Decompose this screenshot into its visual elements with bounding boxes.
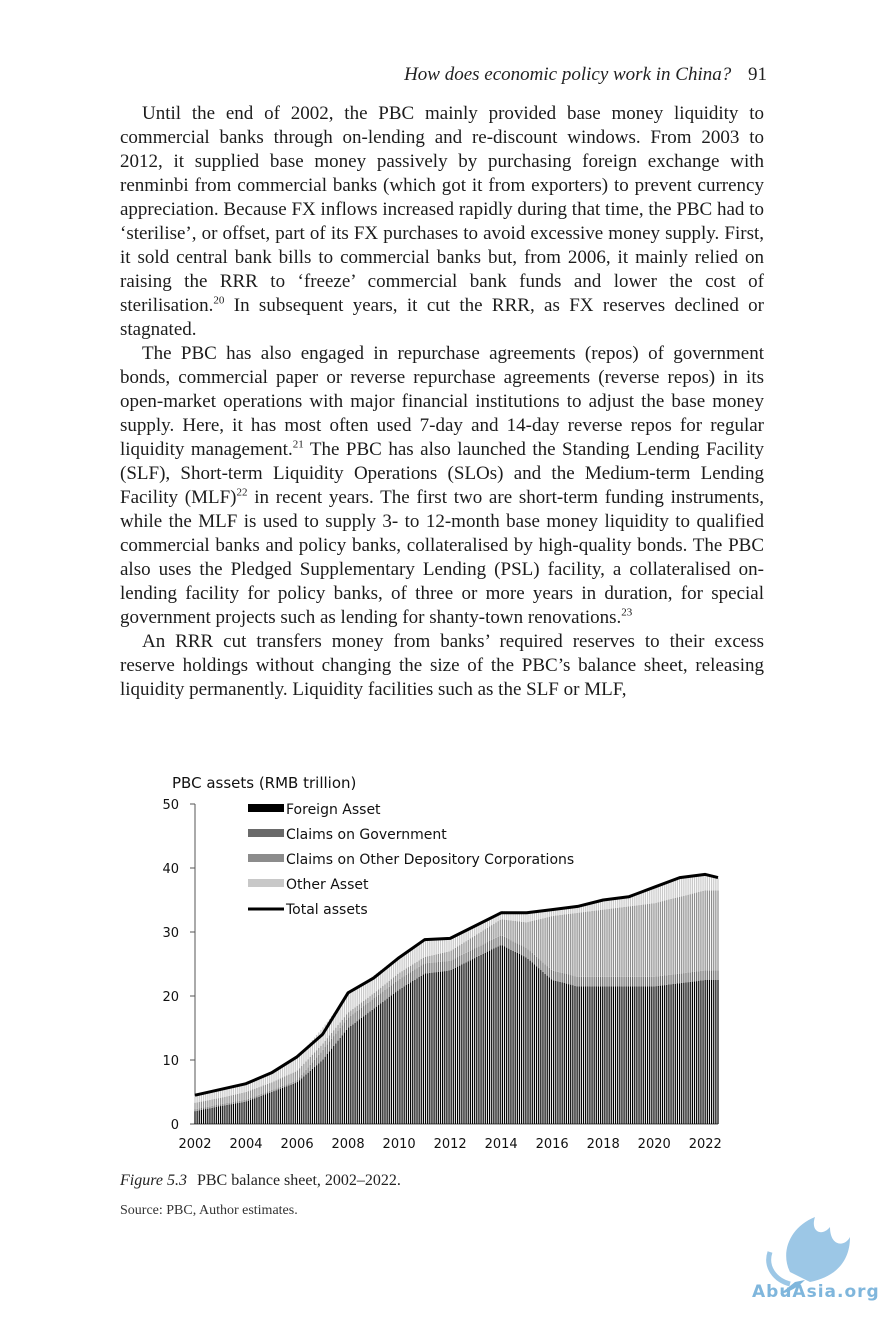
paragraph-1: Until the end of 2002, the PBC mainly pr… xyxy=(120,102,764,342)
legend-label: Total assets xyxy=(285,902,368,918)
paragraph-text: An RRR cut transfers money from banks’ r… xyxy=(120,631,764,700)
y-tick-label: 10 xyxy=(162,1054,179,1069)
body-text: Until the end of 2002, the PBC mainly pr… xyxy=(120,102,764,702)
paragraph-text: The PBC has also engaged in repurchase a… xyxy=(120,343,764,460)
chart-plot-area: 0 10 20 30 40 50 2002 2004 2006 2008 2010 2012 2014 2… xyxy=(162,798,721,1152)
x-tick-label: 2018 xyxy=(587,1137,620,1152)
x-tick-label: 2020 xyxy=(638,1137,671,1152)
paragraph-text: In subsequent years, it cut the RRR, as … xyxy=(120,295,764,340)
paragraph-text: The PBC has also launched the Standing L… xyxy=(120,439,764,508)
y-tick-label: 20 xyxy=(162,990,179,1005)
x-tick-label: 2012 xyxy=(434,1137,467,1152)
x-tick-label: 2014 xyxy=(485,1137,518,1152)
x-tick-label: 2004 xyxy=(229,1137,262,1152)
figure-caption: Figure 5.3 PBC balance sheet, 2002–2022. xyxy=(120,1172,401,1190)
footnote-ref[interactable]: 20 xyxy=(213,294,225,307)
paragraph-3: An RRR cut transfers money from banks’ r… xyxy=(120,630,764,702)
bird-logo-icon xyxy=(766,1217,850,1294)
footnote-ref[interactable]: 22 xyxy=(236,486,248,499)
y-tick-label: 30 xyxy=(162,926,179,941)
total-assets-line xyxy=(194,872,719,1097)
y-tick-label: 40 xyxy=(162,862,179,877)
legend-label: Claims on Other Depository Corporations xyxy=(286,852,574,868)
footnote-ref[interactable]: 23 xyxy=(621,606,633,619)
x-tick-label: 2008 xyxy=(332,1137,365,1152)
page-number: 91 xyxy=(748,64,767,85)
footnote-ref[interactable]: 21 xyxy=(292,438,304,451)
legend-swatch xyxy=(248,854,284,862)
running-head-title: How does economic policy work in China? xyxy=(404,64,732,85)
chart-legend: Foreign Asset Claims on Government Claims … xyxy=(248,802,574,918)
balance-sheet-chart: PBC assets (RMB trillion) 0 10 20 30 40 50 200… xyxy=(162,774,721,1152)
figure-caption-text: PBC balance sheet, 2002–2022. xyxy=(196,1172,401,1189)
legend-label: Foreign Asset xyxy=(286,802,381,818)
legend-label: Claims on Government xyxy=(286,827,447,843)
x-tick-label: 2016 xyxy=(536,1137,569,1152)
figure-source: Source: PBC, Author estimates. xyxy=(120,1203,298,1218)
x-tick-label: 2010 xyxy=(383,1137,416,1152)
y-tick-label: 0 xyxy=(171,1118,179,1133)
legend-swatch xyxy=(248,804,284,812)
figure-label: Figure 5.3 xyxy=(120,1172,187,1189)
legend-label: Other Asset xyxy=(286,877,369,893)
x-tick-label: 2002 xyxy=(178,1137,211,1152)
running-head: How does economic policy work in China? … xyxy=(120,64,767,86)
paragraph-2: The PBC has also engaged in repurchase a… xyxy=(120,342,764,630)
x-tick-label: 2022 xyxy=(689,1137,722,1152)
chart-title: PBC assets (RMB trillion) xyxy=(172,774,356,792)
x-tick-label: 2006 xyxy=(281,1137,314,1152)
legend-swatch xyxy=(248,879,284,887)
legend-swatch xyxy=(248,829,284,837)
y-tick-label: 50 xyxy=(162,798,179,813)
paragraph-text: in recent years. The first two are short… xyxy=(120,487,764,628)
paragraph-text: Until the end of 2002, the PBC mainly pr… xyxy=(120,103,764,316)
watermark-text: AbuAsia.org xyxy=(752,1282,880,1302)
